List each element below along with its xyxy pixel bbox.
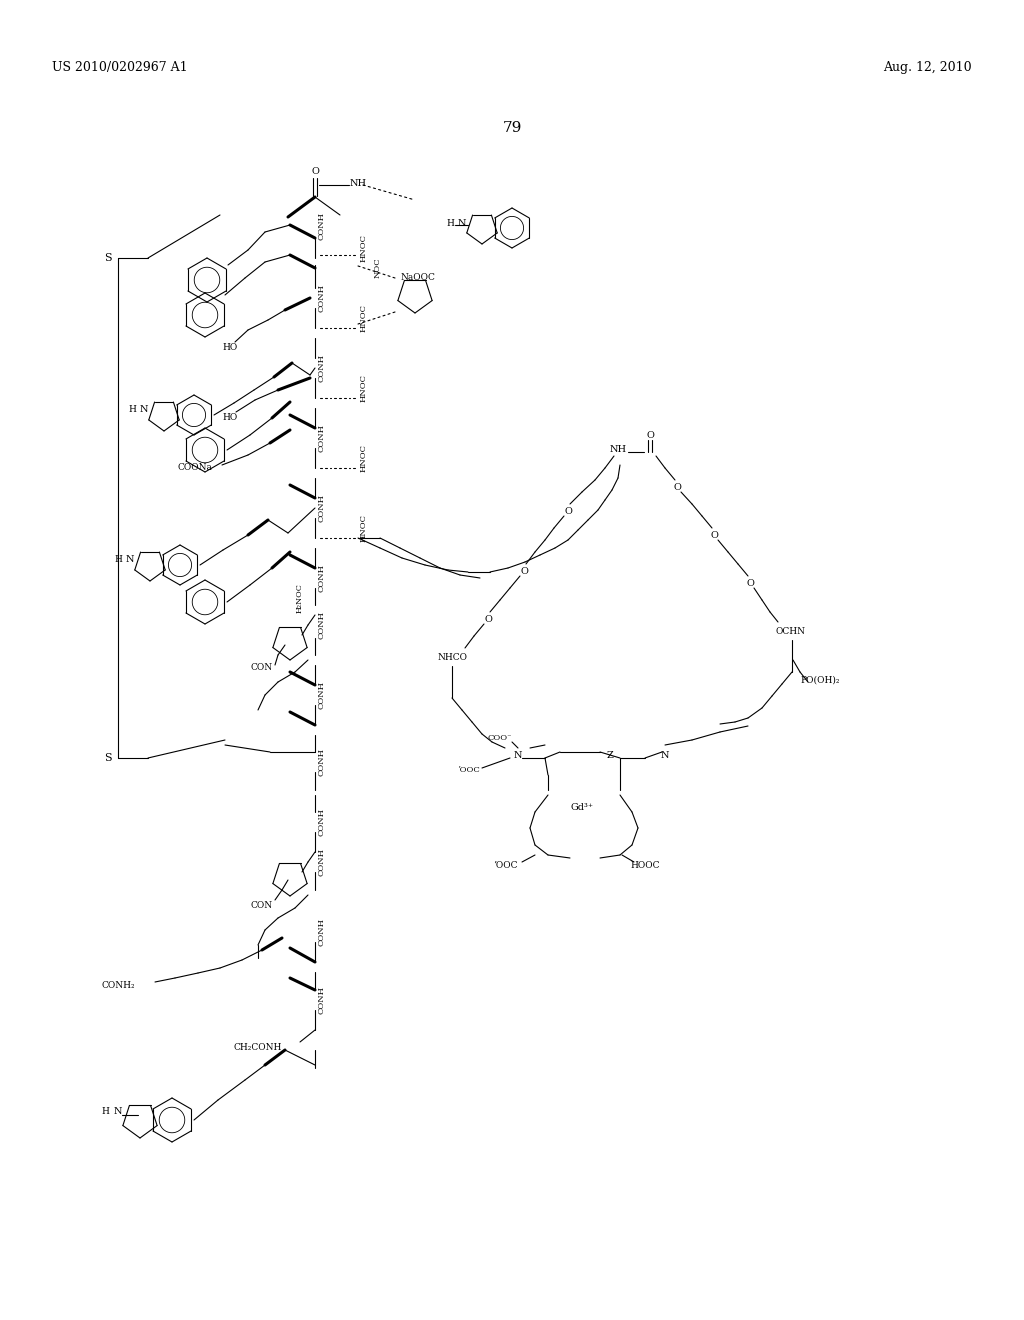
Text: O: O	[646, 430, 654, 440]
Text: CONH: CONH	[318, 494, 326, 521]
Text: HNOC: HNOC	[360, 374, 368, 403]
Text: Z: Z	[606, 751, 613, 759]
Text: HNOC: HNOC	[360, 234, 368, 261]
Text: N: N	[114, 1107, 122, 1117]
Text: N: N	[660, 751, 670, 759]
Text: CH₂CONH: CH₂CONH	[233, 1044, 283, 1052]
Text: Gd³⁺: Gd³⁺	[570, 804, 594, 813]
Text: US 2010/0202967 A1: US 2010/0202967 A1	[52, 62, 187, 74]
Text: OCHN: OCHN	[775, 627, 805, 636]
Text: O: O	[564, 507, 572, 516]
Text: CONH: CONH	[318, 748, 326, 776]
Text: O: O	[710, 532, 718, 540]
Text: COO⁻: COO⁻	[487, 734, 512, 742]
Text: CONH: CONH	[318, 681, 326, 709]
Text: S: S	[104, 253, 112, 263]
Text: CON: CON	[251, 664, 273, 672]
Text: H: H	[114, 556, 122, 565]
Text: NaOOC: NaOOC	[400, 273, 435, 282]
Text: CONH: CONH	[318, 808, 326, 836]
Text: Aug. 12, 2010: Aug. 12, 2010	[884, 62, 972, 74]
Text: O: O	[484, 615, 492, 624]
Text: O: O	[673, 483, 681, 492]
Text: CONH: CONH	[318, 354, 326, 381]
Text: N: N	[139, 405, 148, 414]
Text: CONH: CONH	[318, 917, 326, 946]
Text: H: H	[128, 405, 136, 414]
Text: O: O	[520, 568, 528, 577]
Text: NOC: NOC	[374, 257, 382, 279]
Text: COONa: COONa	[177, 463, 212, 473]
Text: H: H	[101, 1107, 109, 1117]
Text: N: N	[514, 751, 522, 759]
Text: HO: HO	[222, 413, 238, 422]
Text: S: S	[104, 752, 112, 763]
Text: O: O	[311, 168, 318, 177]
Text: N: N	[458, 219, 466, 227]
Text: NHCO: NHCO	[437, 653, 467, 663]
Text: CONH: CONH	[318, 847, 326, 876]
Text: CONH₂: CONH₂	[101, 981, 135, 990]
Text: HNOC: HNOC	[360, 513, 368, 543]
Text: NH: NH	[609, 446, 627, 454]
Text: 79: 79	[503, 121, 521, 135]
Text: CONH: CONH	[318, 213, 326, 240]
Text: CON: CON	[251, 900, 273, 909]
Text: ʼOOC: ʼOOC	[457, 766, 479, 774]
Text: HNOC: HNOC	[360, 304, 368, 333]
Text: O: O	[746, 579, 754, 589]
Text: CONH: CONH	[318, 424, 326, 451]
Text: NH: NH	[349, 178, 367, 187]
Text: HOOC: HOOC	[630, 861, 659, 870]
Text: CONH: CONH	[318, 284, 326, 312]
Text: HO: HO	[222, 343, 238, 352]
Text: CONH: CONH	[318, 611, 326, 639]
Text: CONH: CONH	[318, 986, 326, 1014]
Text: PO(OH)₂: PO(OH)₂	[800, 676, 840, 685]
Text: H₂NOC: H₂NOC	[296, 583, 304, 612]
Text: H: H	[446, 219, 454, 227]
Text: CONH: CONH	[318, 564, 326, 591]
Text: ʼOOC: ʼOOC	[493, 861, 517, 870]
Text: N: N	[126, 556, 134, 565]
Text: HNOC: HNOC	[360, 444, 368, 473]
